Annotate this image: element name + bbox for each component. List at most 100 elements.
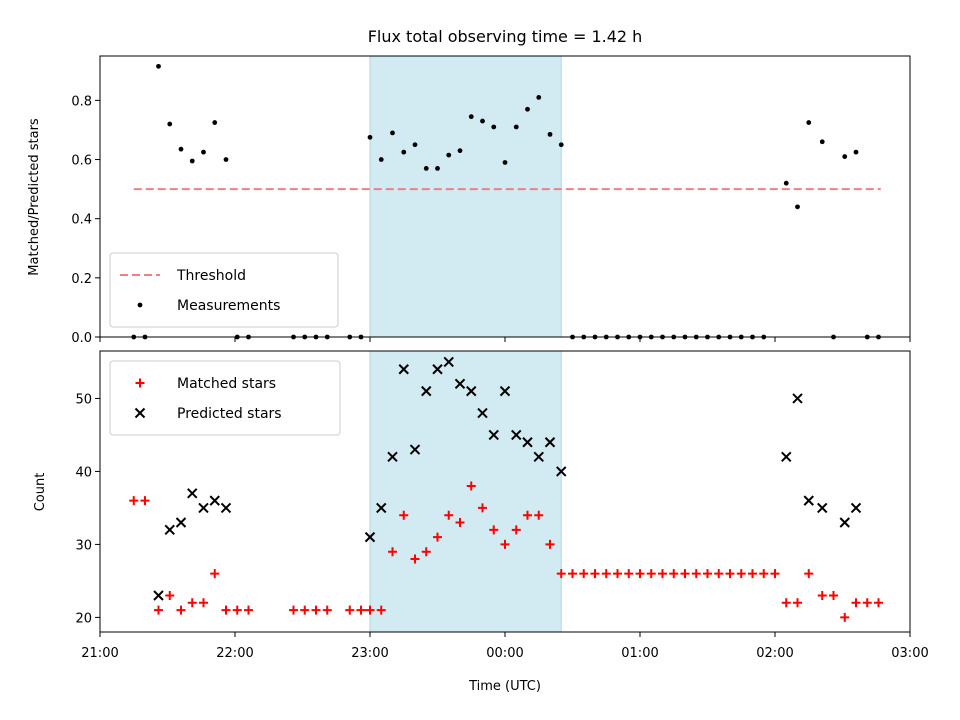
data-point-plus	[680, 569, 690, 579]
data-point-plus	[534, 510, 544, 520]
data-point-plus	[129, 496, 139, 506]
data-point-dot	[423, 166, 429, 171]
x-tick-label: 00:00	[486, 646, 523, 661]
data-point-plus	[322, 605, 332, 615]
data-point-plus	[851, 598, 861, 608]
data-point-x	[187, 488, 198, 499]
data-point-plus	[444, 510, 454, 520]
data-point-plus	[511, 525, 521, 535]
x-tick-label: 23:00	[351, 646, 388, 661]
data-point-plus	[748, 569, 757, 579]
data-point-plus	[874, 598, 883, 608]
data-point-x	[432, 364, 443, 375]
y-tick-label: 0.8	[71, 94, 92, 109]
data-point-plus	[199, 598, 208, 608]
data-point-dot	[842, 154, 848, 159]
data-point-dot	[536, 95, 542, 100]
data-point-dot	[390, 130, 395, 136]
data-point-x	[454, 378, 466, 390]
x-tick-label: 21:00	[81, 646, 118, 661]
data-point-plus	[601, 569, 611, 579]
data-point-x	[220, 502, 232, 514]
data-point-x	[522, 437, 533, 448]
data-point-x	[409, 444, 421, 455]
chart-title: Flux total observing time = 1.42 h	[368, 27, 643, 46]
data-point-dot	[412, 142, 418, 148]
data-point-dot	[819, 139, 825, 145]
data-point-x	[198, 502, 209, 514]
data-point-dot	[446, 152, 452, 158]
data-point-plus	[840, 612, 850, 622]
data-point-plus	[221, 605, 231, 615]
legend-box	[109, 252, 339, 328]
data-point-plus	[165, 591, 175, 601]
legend-box	[109, 360, 341, 436]
data-point-plus	[311, 605, 321, 615]
data-point-x	[544, 437, 556, 448]
data-point-x	[499, 385, 511, 397]
data-point-dot	[502, 160, 508, 165]
data-point-plus	[804, 569, 814, 579]
legend-marker-swatch	[135, 378, 145, 388]
data-point-plus	[862, 598, 872, 608]
x-axis-label: Time (UTC)	[468, 679, 541, 694]
legend-marker-swatch	[137, 302, 143, 308]
data-point-plus	[300, 605, 310, 615]
data-point-dot	[189, 158, 195, 164]
data-point-plus	[478, 503, 487, 513]
data-point-dot	[401, 149, 407, 155]
data-point-plus	[613, 569, 622, 579]
data-point-plus	[500, 539, 510, 549]
data-point-x	[511, 429, 522, 441]
data-point-plus	[545, 539, 555, 549]
data-point-plus	[646, 569, 656, 579]
data-point-x	[477, 407, 488, 419]
data-point-x	[466, 385, 477, 397]
data-point-plus	[714, 569, 724, 579]
data-point-dot	[783, 180, 789, 186]
y-tick-label: 50	[75, 392, 92, 407]
data-point-plus	[356, 605, 366, 615]
data-point-x	[376, 502, 387, 514]
data-point-dot	[201, 149, 206, 155]
data-point-dot	[223, 157, 229, 162]
data-point-plus	[410, 554, 420, 564]
data-point-plus	[176, 605, 186, 615]
data-point-dot	[156, 63, 161, 69]
data-point-dot	[457, 148, 463, 154]
data-point-plus	[421, 547, 431, 557]
data-point-plus	[829, 591, 838, 601]
data-point-dot	[435, 166, 440, 171]
highlight-span	[369, 55, 562, 338]
data-point-plus	[232, 605, 242, 615]
data-point-plus	[725, 569, 735, 579]
data-point-plus	[624, 569, 634, 579]
legend-marker-swatch	[134, 407, 146, 419]
data-point-dot	[558, 142, 564, 148]
y-tick-label: 0.2	[71, 272, 92, 287]
legend-label: Predicted stars	[177, 406, 282, 422]
data-point-plus	[187, 598, 197, 608]
data-point-plus	[376, 605, 386, 615]
data-point-plus	[556, 569, 566, 579]
data-point-dot	[491, 124, 497, 130]
y-tick-label: 30	[75, 538, 92, 553]
data-point-dot	[167, 121, 173, 127]
y-tick-label: 20	[75, 611, 92, 626]
data-point-plus	[691, 569, 701, 579]
data-point-dot	[547, 131, 553, 137]
data-point-dot	[468, 114, 474, 120]
data-point-x	[175, 517, 187, 528]
data-point-plus	[455, 518, 465, 528]
data-point-plus	[466, 481, 476, 491]
data-point-x	[533, 451, 544, 463]
y-tick-label: 0.6	[71, 154, 92, 169]
x-tick-label: 02:00	[756, 646, 793, 661]
y-tick-label: 0.4	[71, 213, 92, 228]
data-point-dot	[806, 120, 812, 125]
data-point-plus	[289, 605, 298, 615]
data-point-dot	[367, 134, 373, 140]
data-point-x	[398, 364, 409, 375]
data-point-plus	[365, 605, 375, 615]
data-point-dot	[378, 157, 384, 162]
